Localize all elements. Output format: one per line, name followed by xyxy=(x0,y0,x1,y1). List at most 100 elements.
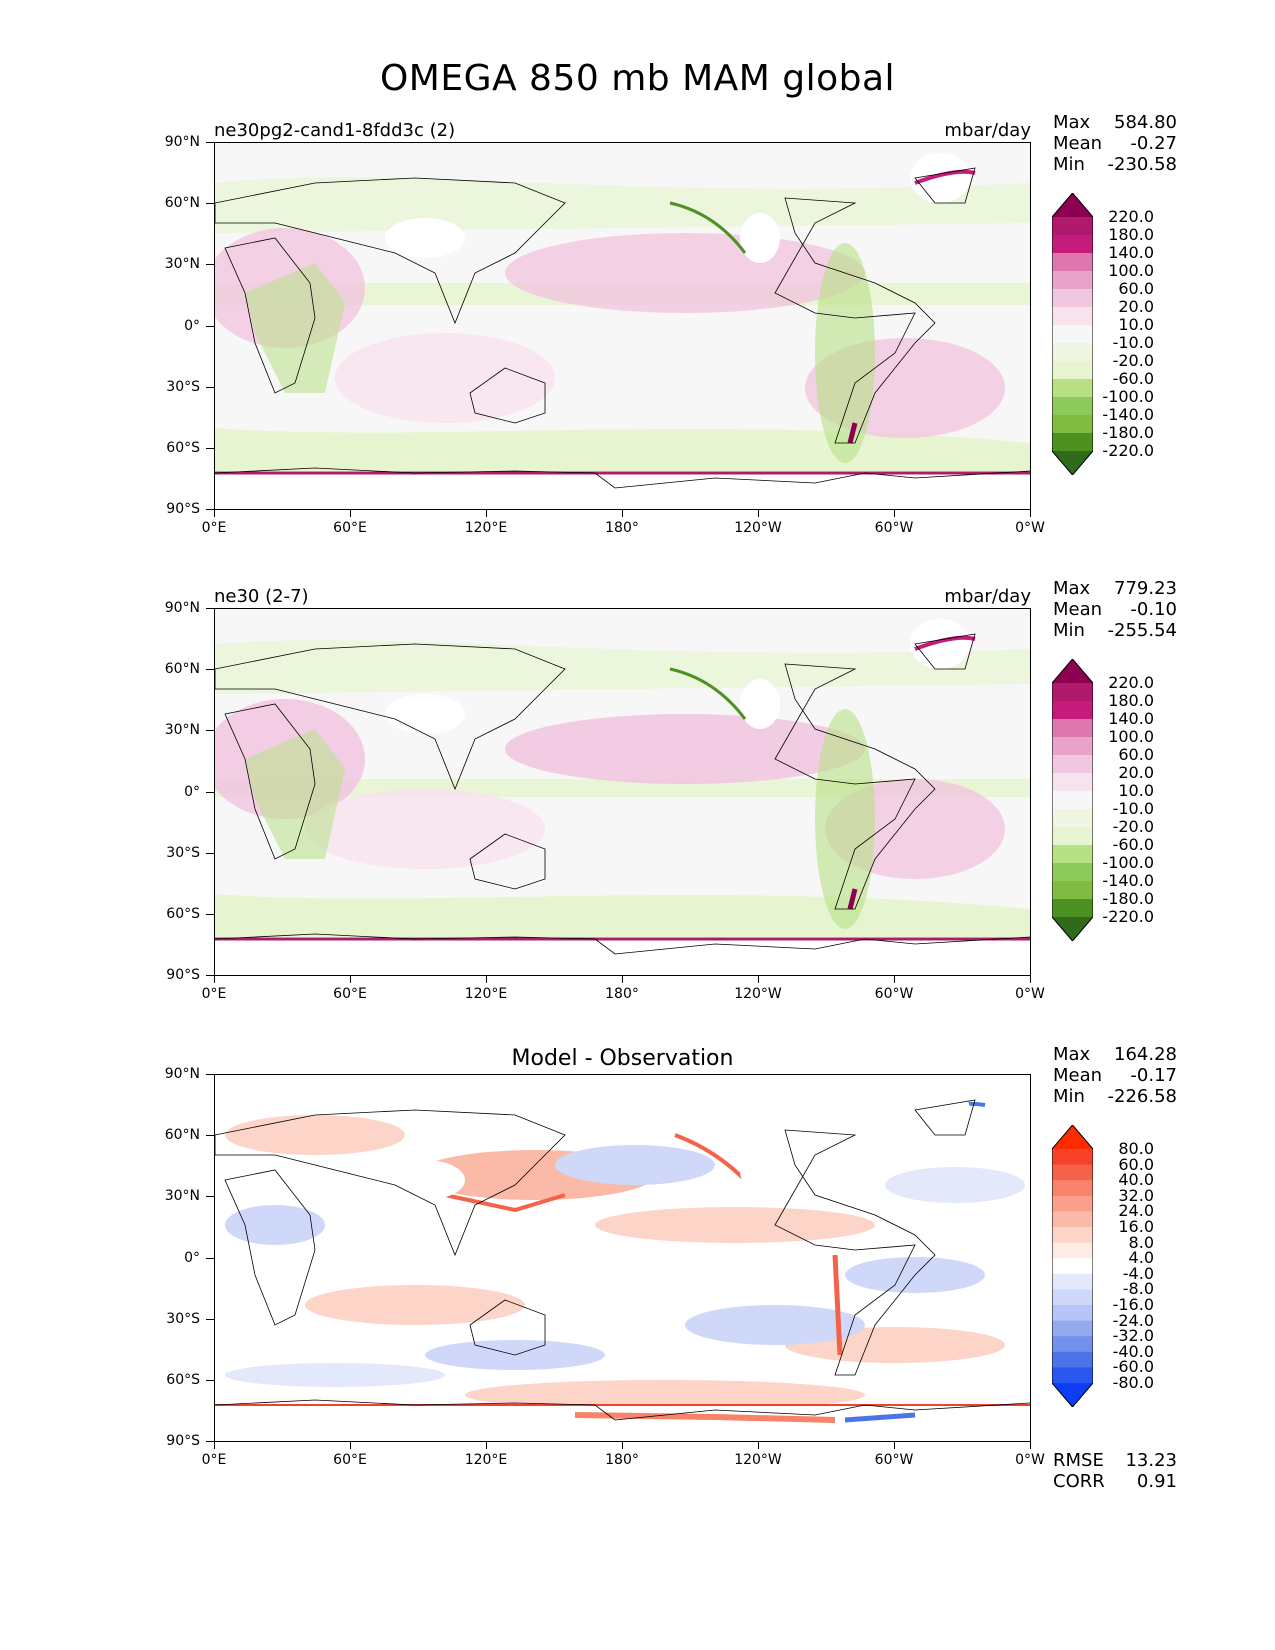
y-tick-label: 90°N xyxy=(164,1066,200,1082)
y-tick xyxy=(206,730,214,732)
y-tick-label: 60°S xyxy=(166,906,200,922)
colorbar-tick-label: -10.0 xyxy=(1112,799,1154,818)
colorbar-tick-label: 140.0 xyxy=(1108,243,1154,262)
stat-mean-value: -0.17 xyxy=(1130,1065,1177,1086)
colorbar-swatch xyxy=(1052,1258,1093,1275)
panel-reference-stats: Max 779.23 Mean -0.10 Min -255.54 xyxy=(1053,578,1177,641)
x-tick-label: 120°E xyxy=(464,1452,508,1468)
x-tick xyxy=(758,976,760,983)
x-tick xyxy=(622,510,624,517)
colorbar-tick-label: -140.0 xyxy=(1102,871,1154,890)
colorbar-tick-label: 220.0 xyxy=(1108,673,1154,692)
map-model-svg xyxy=(215,143,1030,509)
map-model xyxy=(214,142,1031,510)
colorbar-swatch xyxy=(1052,1273,1093,1290)
colorbar-svg xyxy=(1052,193,1093,475)
x-tick-label: 60°E xyxy=(333,986,367,1002)
x-tick-label: 120°W xyxy=(734,986,782,1002)
metric-rmse-value: 13.23 xyxy=(1125,1450,1177,1471)
panel-reference-units: mbar/day xyxy=(944,586,1031,607)
x-tick-label: 0°E xyxy=(201,1452,227,1468)
colorbar-swatch xyxy=(1052,415,1093,434)
colorbar-extend-min xyxy=(1052,1383,1093,1407)
colorbar-swatch xyxy=(1052,863,1093,882)
x-tick xyxy=(214,1442,216,1449)
colorbar-swatch xyxy=(1052,343,1093,362)
colorbar-tick-label: 20.0 xyxy=(1118,763,1154,782)
colorbar-extend-max xyxy=(1052,193,1093,217)
stat-mean-value: -0.10 xyxy=(1130,599,1177,620)
x-tick-label: 180° xyxy=(605,520,639,536)
colorbar-tick-label: 40.0 xyxy=(1118,1170,1154,1190)
colorbar-swatch xyxy=(1052,361,1093,380)
colorbar-svg xyxy=(1052,1125,1093,1407)
colorbar-swatch xyxy=(1052,1305,1093,1322)
colorbar-tick-label: -100.0 xyxy=(1102,387,1154,406)
colorbar-tick-label: 60.0 xyxy=(1118,745,1154,764)
metric-rmse-label: RMSE xyxy=(1053,1450,1104,1471)
stat-min-value: -230.58 xyxy=(1107,154,1177,175)
x-tick xyxy=(486,510,488,517)
colorbar-swatch xyxy=(1052,325,1093,344)
stat-mean-label: Mean xyxy=(1053,599,1103,620)
colorbar-swatch xyxy=(1052,1164,1093,1181)
colorbar-tick-label: -180.0 xyxy=(1102,889,1154,908)
y-tick-label: 30°N xyxy=(164,722,200,738)
colorbar-reference xyxy=(1052,659,1093,941)
colorbar-extend-max xyxy=(1052,1125,1093,1149)
x-tick xyxy=(350,510,352,517)
x-tick-label: 180° xyxy=(605,1452,639,1468)
colorbar-swatch xyxy=(1052,755,1093,774)
panel-reference: ne30 (2-7) mbar/day Max 779.23 Mean -0.10 … xyxy=(0,578,1275,1044)
colorbar-tick-label: -32.0 xyxy=(1112,1326,1154,1346)
colorbar-tick-label: 20.0 xyxy=(1118,297,1154,316)
map-difference xyxy=(214,1074,1031,1442)
colorbar-swatch xyxy=(1052,1320,1093,1337)
colorbar-tick-label: -220.0 xyxy=(1102,441,1154,460)
colorbar-tick-label: -4.0 xyxy=(1122,1263,1154,1283)
stat-mean-label: Mean xyxy=(1053,133,1103,154)
colorbar-tick-label: 80.0 xyxy=(1118,1139,1154,1158)
colorbar-swatch xyxy=(1052,809,1093,828)
colorbar-tick-label: -180.0 xyxy=(1102,423,1154,442)
y-tick xyxy=(206,1380,214,1382)
stat-min-value: -226.58 xyxy=(1107,1086,1177,1107)
colorbar-tick-label: 10.0 xyxy=(1118,781,1154,800)
colorbar-tick-label: -60.0 xyxy=(1112,1357,1154,1377)
colorbar-tick-label: -220.0 xyxy=(1102,907,1154,926)
x-tick-label: 0°E xyxy=(201,520,227,536)
colorbar-tick-label: -20.0 xyxy=(1112,817,1154,836)
colorbar-tick-label: 60.0 xyxy=(1118,279,1154,298)
colorbar-swatch xyxy=(1052,397,1093,416)
colorbar-extend-min xyxy=(1052,917,1093,941)
x-tick-label: 60°E xyxy=(333,1452,367,1468)
colorbar-tick-label: -40.0 xyxy=(1112,1341,1154,1361)
x-tick-label: 120°E xyxy=(464,520,508,536)
panel-model-stats: Max 584.80 Mean -0.27 Min -230.58 xyxy=(1053,112,1177,175)
stat-min-value: -255.54 xyxy=(1107,620,1177,641)
colorbar-svg xyxy=(1052,659,1093,941)
colorbar-tick-label: 4.0 xyxy=(1128,1248,1154,1268)
colorbar-tick-label: -60.0 xyxy=(1112,835,1154,854)
x-tick xyxy=(622,976,624,983)
y-tick xyxy=(206,669,214,671)
y-tick-label: 90°S xyxy=(166,967,200,983)
y-tick xyxy=(206,509,214,511)
colorbar-swatch xyxy=(1052,683,1093,702)
colorbar-swatch xyxy=(1052,289,1093,308)
y-tick-label: 30°S xyxy=(166,379,200,395)
figure-title: OMEGA 850 mb MAM global xyxy=(379,58,896,99)
y-tick xyxy=(206,914,214,916)
y-tick xyxy=(206,853,214,855)
y-tick-label: 90°N xyxy=(164,134,200,150)
x-tick-label: 60°W xyxy=(874,1452,914,1468)
x-tick-label: 60°W xyxy=(874,520,914,536)
map-reference xyxy=(214,608,1031,976)
colorbar-swatch xyxy=(1052,1242,1093,1259)
y-tick-label: 30°N xyxy=(164,1188,200,1204)
colorbar-tick-label: -20.0 xyxy=(1112,351,1154,370)
stat-max-value: 164.28 xyxy=(1114,1044,1177,1065)
y-tick xyxy=(206,1074,214,1076)
colorbar-tick-label: -140.0 xyxy=(1102,405,1154,424)
y-tick-label: 60°N xyxy=(164,195,200,211)
